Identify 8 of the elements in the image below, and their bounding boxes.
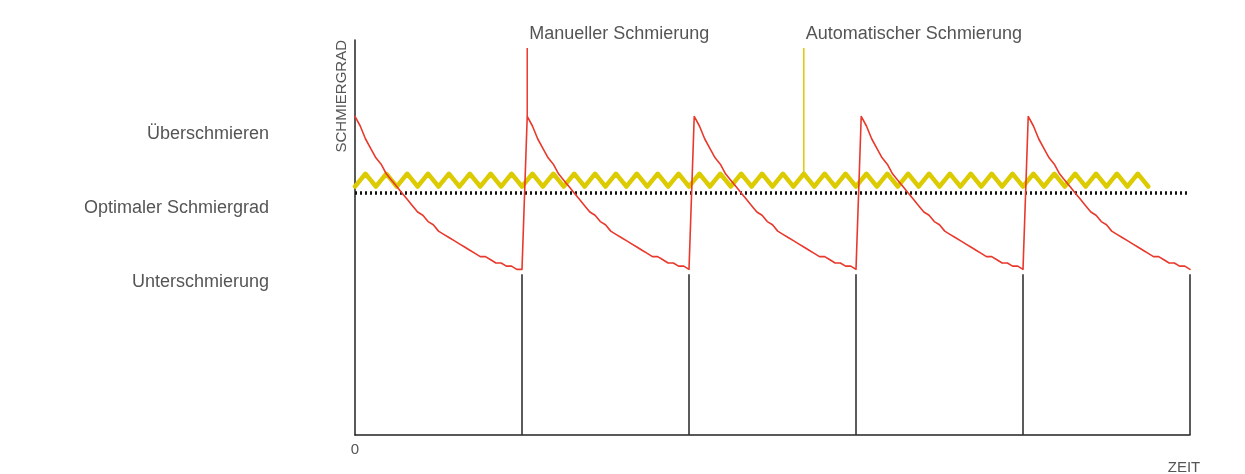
text: Überschmieren [146, 123, 269, 143]
text: Optimaler Schmiergrad [83, 197, 269, 217]
text: Automatischer Schmierung [805, 23, 1022, 43]
text: 0 [350, 440, 360, 457]
y-axis-title: SCHMIERGRAD [332, 39, 349, 153]
text: Unterschmierung [131, 271, 269, 291]
x-axis-title: ZEIT [1167, 458, 1201, 474]
text: Manueller Schmierung [529, 23, 710, 43]
